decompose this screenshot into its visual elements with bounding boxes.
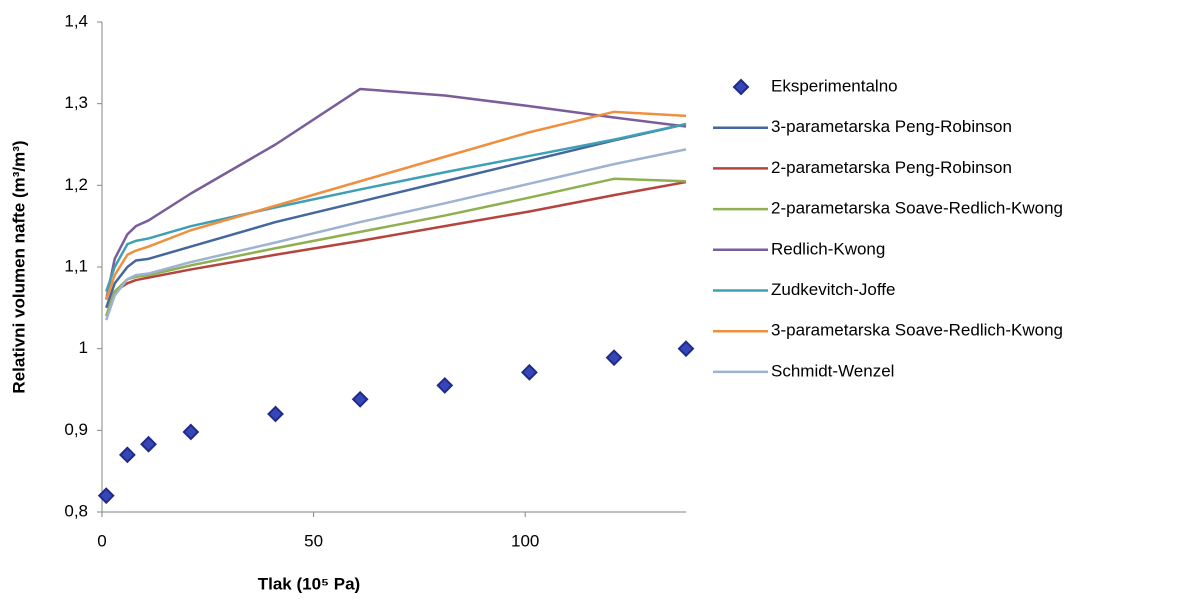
data-point [97,487,115,505]
data-point [118,446,136,464]
x-axis-title: Tlak (10⁵ Pa) [258,574,360,593]
legend-label: Eksperimentalno [771,76,898,95]
data-point [351,390,369,408]
data-point [182,423,200,441]
series-line [105,122,687,309]
data-point [436,377,454,394]
y-tick-label: 0,8 [64,501,88,520]
data-point [605,349,623,367]
data-point [521,363,538,381]
data-point [677,340,695,358]
y-tick-label: 0,9 [64,420,88,439]
legend-label: Zudkevitch-Joffe [771,280,895,299]
series-line [105,177,687,317]
y-tick-label: 1,2 [64,175,88,194]
series-line [105,122,687,292]
x-tick-label: 100 [511,531,539,550]
series-line [105,180,687,317]
legend-label: 2-parametarska Soave-Redlich-Kwong [771,199,1063,218]
y-axis-title: Relativni volumen nafte (m³/m³) [9,140,28,393]
series-line [105,87,687,300]
series-line [105,110,687,301]
y-tick-label: 1 [79,338,88,357]
x-tick-label: 50 [304,531,323,550]
data-point [140,435,157,453]
x-tick-label: 0 [97,531,106,550]
y-tick-label: 1,1 [64,256,88,275]
legend-label: 3-parametarska Peng-Robinson [771,117,1012,136]
legend-label: 2-parametarska Peng-Robinson [771,158,1012,177]
y-tick-label: 1,3 [64,93,88,112]
y-tick-label: 1,4 [64,11,88,30]
legend-label: Schmidt-Wenzel [771,361,894,380]
series-line [105,148,687,321]
legend-marker [732,78,750,96]
legend-label: Redlich-Kwong [771,239,885,258]
data-point [267,405,284,423]
legend-label: 3-parametarska Soave-Redlich-Kwong [771,321,1063,340]
